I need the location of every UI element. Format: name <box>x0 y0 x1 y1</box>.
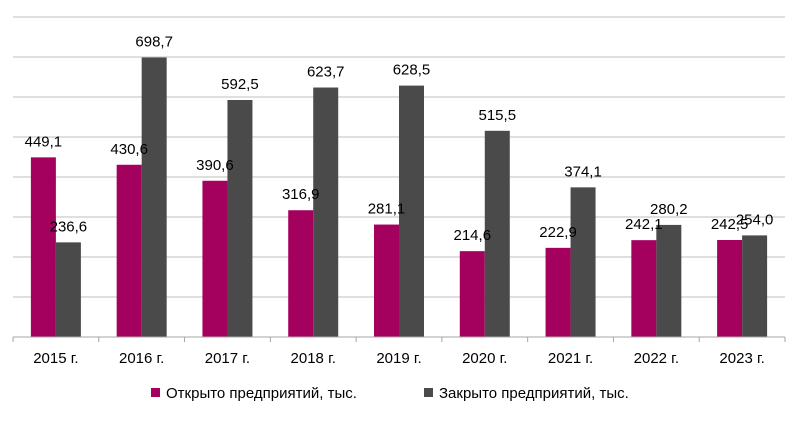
data-label: 515,5 <box>479 107 517 124</box>
data-label: 698,7 <box>135 34 173 51</box>
x-tick-label: 2022 г. <box>634 350 679 367</box>
x-tick-label: 2021 г. <box>548 350 593 367</box>
bar-opened <box>288 210 314 337</box>
data-labels: 449,1 236,6 430,6 698,7 390,6 592,5 316,9 623,7… <box>25 34 774 245</box>
bar-opened <box>374 224 399 337</box>
legend: Открыто предприятий, тыс. Закрыто предпр… <box>151 385 629 402</box>
x-tick-label: 2015 г. <box>33 350 78 367</box>
data-label: 280,2 <box>650 201 688 218</box>
bar-closed <box>227 100 253 337</box>
data-label: 390,6 <box>196 157 234 174</box>
x-tick-label: 2019 г. <box>376 350 421 367</box>
data-label: 316,9 <box>282 186 320 203</box>
data-label: 623,7 <box>307 64 345 81</box>
x-tick-label: 2017 г. <box>205 350 250 367</box>
bars <box>30 57 768 338</box>
bar-closed <box>570 187 596 337</box>
data-label: 242,1 <box>625 216 663 233</box>
bar-opened <box>459 251 485 337</box>
bar-opened <box>717 240 743 337</box>
data-label: 281,1 <box>368 201 406 218</box>
data-label: 222,9 <box>539 224 577 241</box>
bar-opened <box>631 240 657 337</box>
legend-swatch-closed <box>424 388 433 397</box>
data-label: 254,0 <box>736 211 774 228</box>
bar-opened <box>545 247 571 337</box>
bar-closed <box>399 85 424 337</box>
data-label: 449,1 <box>25 133 63 150</box>
x-tick-label: 2016 г. <box>119 350 164 367</box>
x-axis: 2015 г. 2016 г. 2017 г. 2018 г. 2019 г. 2020 … <box>12 336 786 367</box>
data-label: 236,6 <box>50 218 88 235</box>
x-tick-label: 2018 г. <box>291 350 336 367</box>
bar-closed <box>55 242 81 337</box>
bar-closed <box>141 57 167 338</box>
bar-closed <box>313 87 339 338</box>
data-label: 214,6 <box>454 227 492 244</box>
legend-swatch-opened <box>151 388 160 397</box>
bar-closed <box>742 235 768 337</box>
bar-closed <box>656 224 682 337</box>
x-tick-label: 2023 г. <box>719 350 764 367</box>
data-label: 242,5 <box>711 216 749 233</box>
legend-label-opened: Открыто предприятий, тыс. <box>166 385 357 402</box>
bar-opened <box>30 157 56 337</box>
data-label: 430,6 <box>110 141 148 158</box>
bar-opened <box>202 180 228 337</box>
data-label: 592,5 <box>221 76 259 93</box>
bar-closed <box>484 130 510 337</box>
legend-label-closed: Закрыто предприятий, тыс. <box>439 385 629 402</box>
data-label: 374,1 <box>564 163 602 180</box>
x-tick-label: 2020 г. <box>462 350 507 367</box>
data-label: 628,5 <box>393 62 431 79</box>
bar-opened <box>116 164 142 337</box>
